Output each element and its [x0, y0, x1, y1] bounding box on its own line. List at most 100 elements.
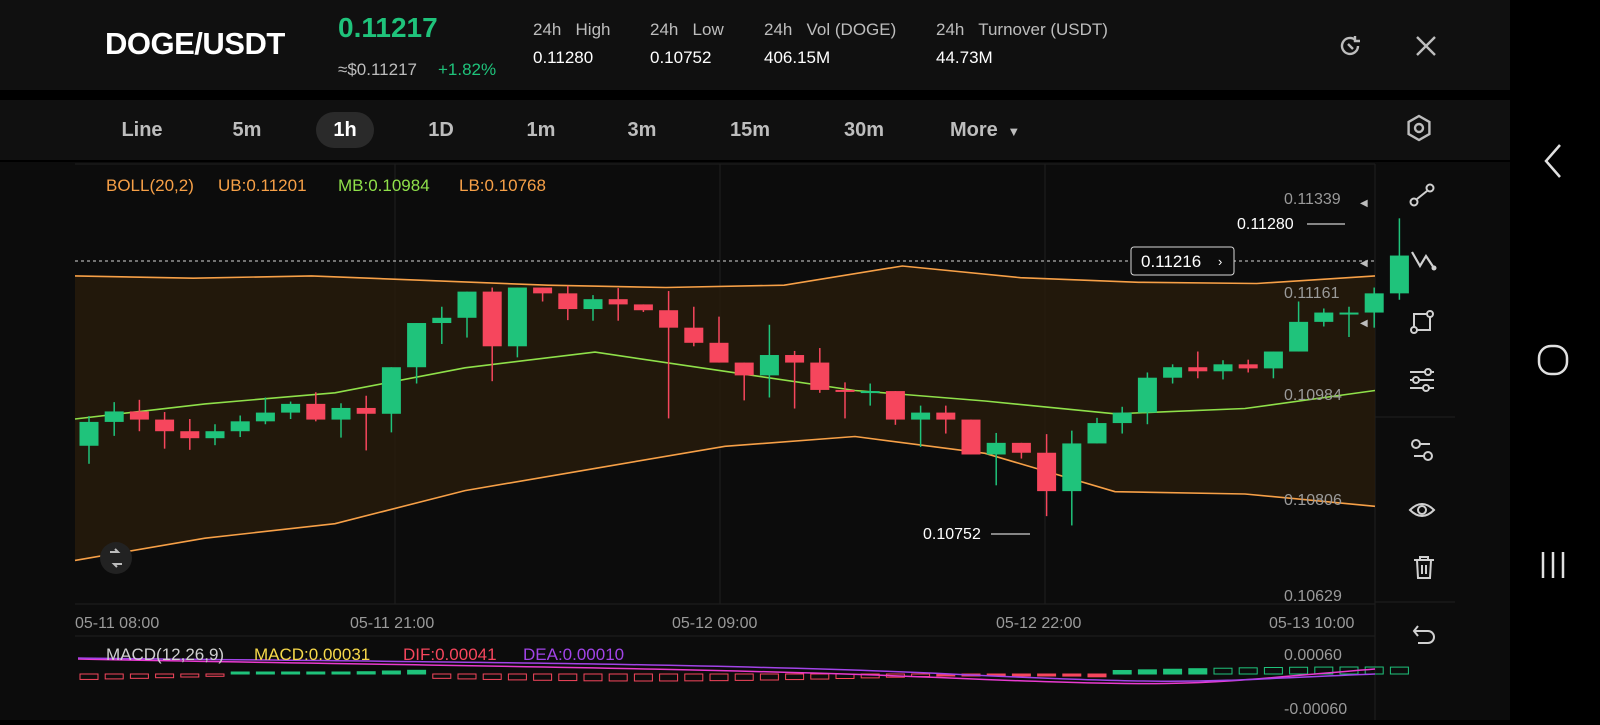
macd-tick: 0.00060: [1284, 647, 1342, 664]
candle: [986, 432, 1006, 486]
macd-bar: [759, 673, 779, 681]
tab-more[interactable]: More ▼: [950, 112, 1040, 148]
x-tick: 05-12 09:00: [672, 615, 758, 632]
candle: [936, 405, 956, 434]
candle-body: [533, 287, 553, 294]
y-tick: 0.10629: [1284, 588, 1342, 605]
tab-line[interactable]: Line: [121, 119, 163, 141]
macd-bar: [1364, 666, 1384, 675]
x-tick: 05-11 21:00: [350, 615, 434, 632]
boll-lb: LB:0.10768: [459, 176, 546, 195]
y-tick: 0.11339: [1284, 191, 1341, 208]
stat-24h-low: 24h Low 0.10752: [650, 20, 724, 68]
trading-pair-title[interactable]: DOGE/USDT: [105, 26, 285, 61]
macd-bar: [1062, 673, 1082, 677]
macd-bar: [104, 673, 124, 680]
candle: [104, 402, 124, 436]
drawing-toolbar: ◀ ◀ ◀: [1360, 183, 1437, 644]
tab-3m[interactable]: 3m: [627, 119, 657, 141]
caret-down-icon: ▼: [1007, 124, 1021, 139]
candles: [79, 218, 1409, 526]
candle-body: [1087, 423, 1107, 444]
settings-hexagon-icon[interactable]: [1403, 112, 1435, 144]
boll-ub: UB:0.11201: [218, 176, 307, 195]
macd-bar: [155, 673, 175, 679]
candle: [709, 316, 729, 363]
macd-bar: [734, 673, 754, 681]
boll-middle-line: [74, 351, 1376, 420]
macd-bar: [1289, 666, 1309, 675]
candle: [911, 405, 931, 447]
macd-bar: [558, 673, 578, 682]
macd-bar: [1011, 673, 1031, 677]
candle: [79, 416, 99, 464]
back-chevron-icon[interactable]: [1523, 131, 1583, 191]
chevron-right-icon: ›: [1218, 254, 1222, 269]
candle-body: [1238, 364, 1258, 369]
home-circle-icon[interactable]: [1523, 330, 1583, 390]
macd-bar: [1238, 667, 1258, 675]
macd-bar: [1163, 668, 1183, 675]
tab-30m[interactable]: 30m: [843, 119, 885, 141]
macd-tick: -0.00060: [1284, 701, 1347, 718]
candle: [1137, 372, 1157, 425]
candle: [507, 287, 527, 358]
trash-icon[interactable]: [1414, 556, 1434, 579]
undo-icon[interactable]: [1412, 625, 1435, 644]
price-chart[interactable]: BOLL(20,2) UB:0.11201 MB:0.10984 LB:0.10…: [0, 162, 1510, 720]
candle-body: [1263, 351, 1283, 369]
shape-icon[interactable]: [1410, 310, 1434, 334]
candle: [1213, 360, 1233, 380]
candle: [432, 306, 452, 344]
link-shapes-icon[interactable]: [1411, 439, 1433, 461]
candle: [155, 412, 175, 449]
settings-sliders-icon[interactable]: [1410, 368, 1434, 392]
refresh-icon[interactable]: [1334, 30, 1366, 62]
current-price-tag[interactable]: 0.11216 ›: [1130, 246, 1235, 276]
eye-icon[interactable]: [1408, 503, 1436, 517]
recents-icon[interactable]: [1523, 535, 1583, 595]
candle-body: [432, 317, 452, 324]
close-icon[interactable]: [1410, 30, 1442, 62]
macd-bar: [281, 671, 301, 675]
zigzag-icon[interactable]: [1411, 251, 1437, 271]
candle-body: [104, 411, 124, 422]
candle-body: [507, 287, 527, 347]
candle: [608, 288, 628, 321]
last-price: 0.11217: [338, 12, 438, 43]
dea-value: DEA:0.00010: [523, 645, 624, 664]
candle-body: [381, 367, 401, 414]
candle: [1289, 301, 1309, 352]
macd-bar: [457, 673, 477, 680]
candle: [860, 383, 880, 406]
candle-body: [407, 323, 427, 368]
candle: [331, 403, 351, 438]
candle-body: [1011, 442, 1031, 453]
candle-body: [230, 421, 250, 432]
tab-15m[interactable]: 15m: [729, 119, 771, 141]
candle: [1339, 306, 1359, 337]
candle-body: [1364, 293, 1384, 313]
stat-label: 24h Vol (DOGE): [764, 20, 897, 39]
tab-1m[interactable]: 1m: [526, 119, 556, 141]
candle-body: [1188, 367, 1208, 372]
candle: [205, 424, 225, 446]
current-price-value: 0.11216: [1141, 252, 1201, 271]
candle: [1389, 218, 1409, 300]
trendline-icon[interactable]: [1409, 183, 1435, 207]
candle: [407, 323, 427, 384]
tab-1d[interactable]: 1D: [428, 119, 454, 141]
tab-1h[interactable]: 1h: [316, 112, 374, 148]
candle-body: [1137, 377, 1157, 413]
tab-5m[interactable]: 5m: [232, 119, 262, 141]
candlestick-chart[interactable]: BOLL(20,2) UB:0.11201 MB:0.10984 LB:0.10…: [0, 162, 1510, 720]
macd-bar: [306, 671, 326, 675]
macd-bar: [810, 673, 830, 680]
exchange-logo-icon[interactable]: [100, 542, 132, 574]
candle: [306, 392, 326, 422]
candle: [230, 415, 250, 438]
candle: [558, 285, 578, 321]
candle: [759, 324, 779, 398]
macd-bar: [255, 671, 275, 675]
macd-bar: [230, 671, 250, 675]
